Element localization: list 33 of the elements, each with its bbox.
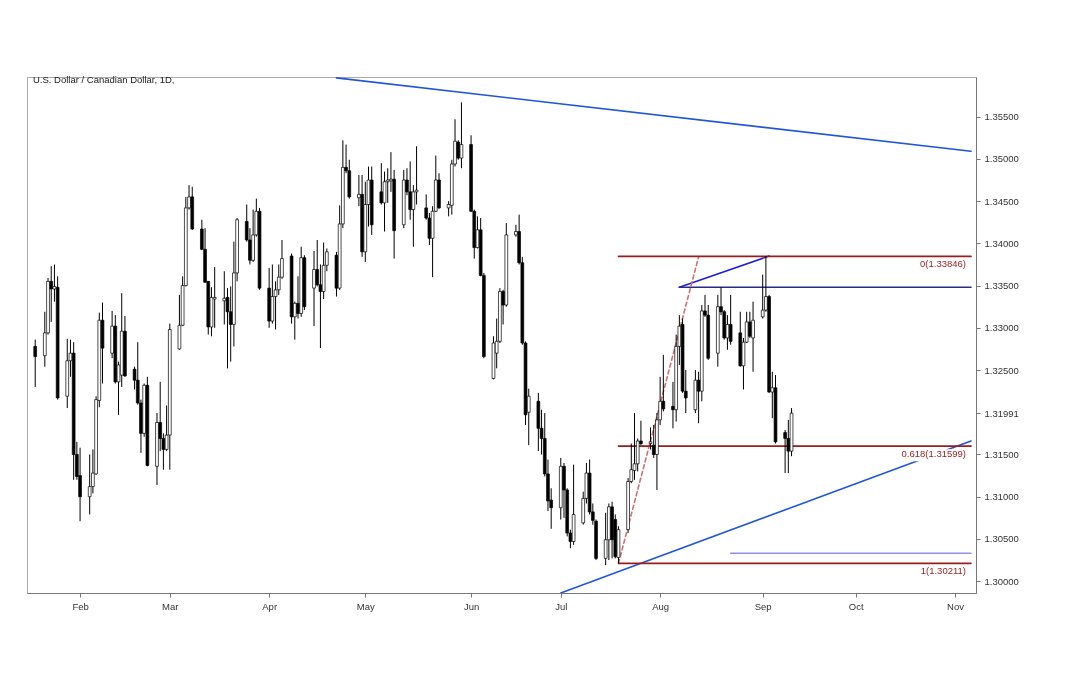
x-tick-label: Mar	[162, 600, 179, 612]
candlestick	[632, 412, 637, 481]
y-tick-label: 1.30000	[984, 575, 1019, 587]
y-tick-label: 1.32500	[984, 364, 1019, 376]
y-tick-label: 1.31000	[984, 491, 1019, 503]
series-label: 1(1.30211)	[920, 565, 966, 577]
y-tick-label: 1.33500	[984, 280, 1019, 292]
series-label: 0.618(1.31599)	[901, 448, 966, 460]
x-tick-label: Aug	[652, 600, 670, 612]
y-tick-label: 1.30500	[984, 533, 1019, 545]
x-tick-label: Jul	[555, 600, 568, 612]
y-tick-label: 1.34500	[984, 195, 1019, 207]
y-tick-label: 1.35000	[984, 153, 1019, 165]
candlestick	[751, 301, 755, 373]
candlestick	[212, 266, 217, 329]
y-tick-label: 1.35500	[984, 111, 1019, 123]
y-tick-label: 1.31500	[984, 449, 1019, 460]
series-label: 0(1.33846)	[920, 258, 966, 270]
candlestick	[379, 162, 384, 206]
x-tick-label: Sep	[754, 600, 772, 612]
y-tick-label: 1.34000	[984, 237, 1019, 249]
x-tick-label: Oct	[848, 600, 864, 612]
candlestick	[459, 101, 464, 169]
y-tick-label: 1.31991	[984, 407, 1019, 419]
candlestick	[725, 314, 730, 351]
chart-title: U.S. Dollar / Canadian Dollar, 1D,	[33, 73, 175, 85]
y-tick-label: 1.33000	[984, 322, 1019, 334]
candlestick	[728, 294, 733, 346]
x-tick-label: Feb	[72, 600, 89, 612]
x-tick-label: May	[356, 600, 376, 612]
x-tick-label: Jun	[463, 600, 480, 612]
x-tick-label: Apr	[262, 600, 278, 612]
x-tick-label: Nov	[947, 600, 965, 612]
